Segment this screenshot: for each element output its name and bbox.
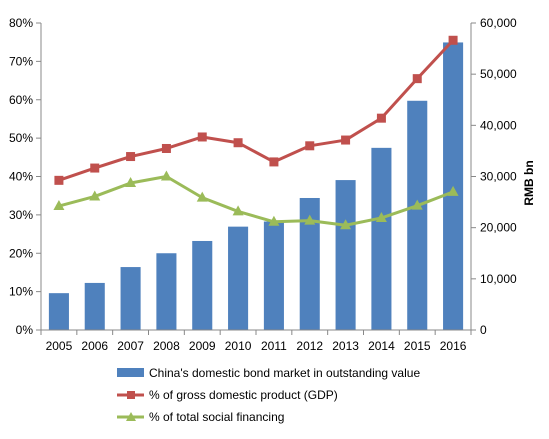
tsf-point-2005 [53,200,65,211]
gdp-point-2015 [412,74,422,84]
legend-swatch-tsf-marker [126,412,136,421]
axes [40,23,472,331]
bar-2009 [192,240,213,330]
legend-swatch-gdp-marker [127,391,135,399]
left-tick-label: 70% [9,54,33,68]
left-tick-label: 80% [9,16,33,30]
bar-series [48,42,464,331]
x-tick-label: 2007 [117,339,144,353]
tsf-point-2006 [89,190,101,201]
x-tick-label: 2012 [296,339,323,353]
bar-2010 [228,226,249,330]
tsf-point-2012 [304,214,316,225]
tsf-point-2008 [160,170,172,181]
line-series [53,35,459,230]
right-tick-label: 0 [480,323,487,337]
legend-label-bonds: China's domestic bond market in outstand… [149,366,420,380]
left-tick-label: 10% [9,285,33,299]
x-tick-label: 2008 [153,339,180,353]
left-tick-label: 0% [16,323,34,337]
bar-2014 [371,147,392,330]
line-0 [58,39,455,182]
right-tick-label: 30,000 [480,170,517,184]
right-axis-title: RMB bn [522,160,536,205]
x-tick-label: 2010 [225,339,252,353]
legend-item-gdp: % of gross domestic product (GDP) [117,388,338,402]
right-tick-label: 60,000 [480,16,517,30]
gdp-point-2016 [448,35,458,45]
gdp-point-2013 [341,135,351,145]
legend-swatch-bonds [117,368,144,377]
x-tick-label: 2016 [440,339,467,353]
right-tick-label: 40,000 [480,118,517,132]
bar-2015 [407,100,428,330]
legend: China's domestic bond market in outstand… [117,366,420,424]
right-tick-label: 50,000 [480,67,517,81]
tsf-point-2007 [125,177,137,188]
tsf-point-2010 [232,205,244,216]
bar-2006 [84,282,105,330]
legend-item-bonds: China's domestic bond market in outstand… [117,366,420,380]
bar-2013 [335,180,356,330]
gdp-point-2007 [126,152,136,162]
tsf-point-2014 [375,211,387,222]
right-tick-label: 10,000 [480,272,517,286]
legend-label-gdp: % of gross domestic product (GDP) [149,388,338,402]
left-tick-label: 40% [9,170,33,184]
x-tick-label: 2005 [46,339,73,353]
left-tick-label: 20% [9,246,33,260]
gdp-point-2005 [54,175,64,185]
left-tick-label: 50% [9,131,33,145]
gdp-point-2006 [90,163,100,173]
gdp-point-2009 [197,132,207,142]
left-axis-ticks: 0% 10% 20% 30% 40% 50% 60% 70% 80% [9,16,41,337]
x-tick-label: 2011 [261,339,287,353]
right-axis-ticks: 0 10,000 20,000 30,000 40,000 50,000 60,000 [471,16,517,337]
gdp-point-2010 [233,138,243,148]
x-tick-label: 2015 [404,339,431,353]
x-axis-ticks: 2005 2006 2007 2008 2009 2010 2011 2012 2013 2014… [40,330,472,353]
x-tick-label: 2013 [332,339,359,353]
x-tick-label: 2014 [368,339,395,353]
gdp-point-2011 [269,157,279,167]
bar-2005 [48,293,69,330]
x-tick-label: 2006 [81,339,108,353]
legend-item-tsf: % of total social financing [117,410,284,424]
bar-2007 [120,267,141,330]
x-tick-label: 2009 [189,339,216,353]
tsf-point-2016 [447,185,459,196]
gdp-point-2014 [376,113,386,123]
line-1 [58,175,454,227]
gdp-point-2012 [305,141,315,151]
left-tick-label: 60% [9,93,33,107]
tsf-point-2015 [411,199,423,210]
gdp-point-2008 [161,143,171,153]
bar-2011 [263,221,284,330]
tsf-point-2009 [196,191,208,202]
tsf-point-2013 [340,219,352,230]
bar-2012 [299,197,320,330]
right-tick-label: 20,000 [480,221,517,235]
tsf-point-2011 [268,215,280,226]
left-tick-label: 30% [9,208,33,222]
legend-label-tsf: % of total social financing [149,410,284,424]
bar-2008 [156,253,177,330]
